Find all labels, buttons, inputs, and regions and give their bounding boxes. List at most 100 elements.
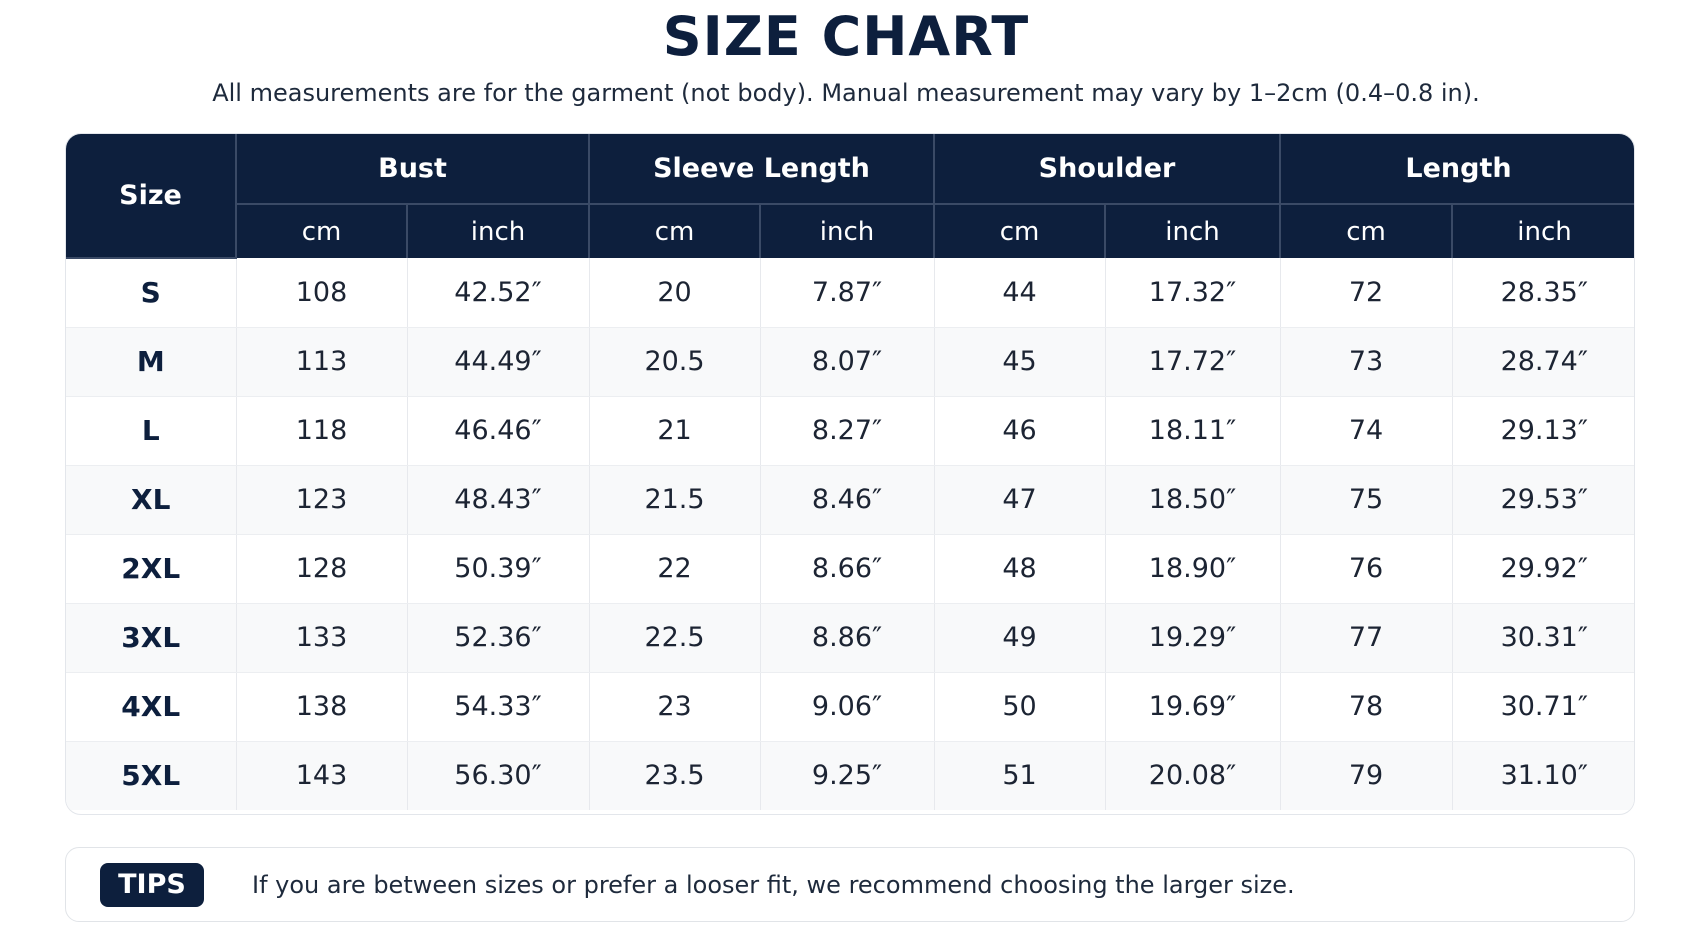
length-group-header: Length [1280, 134, 1634, 205]
length-cm-cell: 74 [1280, 396, 1453, 466]
table-row: S 108 42.52″ 20 7.87″ 44 17.32″ 72 28.35… [66, 258, 1634, 328]
bust-inch-cell: 54.33″ [407, 672, 590, 742]
page-title: SIZE CHART [662, 5, 1030, 68]
shoulder-inch-cell: 17.72″ [1105, 327, 1281, 397]
sleeve-length-inch-cell: 8.27″ [760, 396, 935, 466]
sleeve-length-inch-cell: 8.07″ [760, 327, 935, 397]
tips-box: TIPS If you are between sizes or prefer … [65, 847, 1635, 922]
length-cm-cell: 76 [1280, 534, 1453, 604]
shoulder-cm-header: cm [934, 204, 1106, 258]
size-cell: 5XL [66, 741, 237, 810]
table-header: Size Bust Sleeve Length Shoulder Length … [66, 134, 1634, 259]
sleeve-length-cm-cell: 21.5 [589, 465, 761, 535]
bust-cm-cell: 143 [236, 741, 408, 810]
length-inch-cell: 29.53″ [1452, 465, 1634, 535]
tips-badge: TIPS [100, 863, 204, 907]
sleeve-length-cm-cell: 20.5 [589, 327, 761, 397]
length-inch-cell: 29.13″ [1452, 396, 1634, 466]
sleeve-length-cm-header: cm [589, 204, 761, 258]
sleeve-length-inch-cell: 9.06″ [760, 672, 935, 742]
sleeve-length-inch-header: inch [760, 204, 935, 258]
shoulder-inch-cell: 18.11″ [1105, 396, 1281, 466]
length-cm-cell: 72 [1280, 258, 1453, 328]
bust-inch-cell: 50.39″ [407, 534, 590, 604]
sleeve-length-inch-cell: 7.87″ [760, 258, 935, 328]
length-inch-cell: 31.10″ [1452, 741, 1634, 810]
size-column-header: Size [66, 134, 237, 259]
sleeve-length-inch-cell: 8.66″ [760, 534, 935, 604]
shoulder-cm-cell: 50 [934, 672, 1106, 742]
bust-group-header: Bust [236, 134, 590, 205]
shoulder-inch-cell: 19.69″ [1105, 672, 1281, 742]
sleeve-length-cm-cell: 22 [589, 534, 761, 604]
page-subtitle: All measurements are for the garment (no… [212, 79, 1480, 107]
size-cell: M [66, 327, 237, 397]
shoulder-cm-cell: 51 [934, 741, 1106, 810]
bust-cm-cell: 138 [236, 672, 408, 742]
header-group-row: Size Bust Sleeve Length Shoulder Length [66, 134, 1634, 259]
bust-cm-cell: 113 [236, 327, 408, 397]
sleeve-length-cm-cell: 20 [589, 258, 761, 328]
bust-inch-header: inch [407, 204, 590, 258]
size-cell: 2XL [66, 534, 237, 604]
sleeve-length-cm-cell: 23 [589, 672, 761, 742]
table-row: XL 123 48.43″ 21.5 8.46″ 47 18.50″ 75 29… [66, 465, 1634, 535]
length-cm-cell: 77 [1280, 603, 1453, 673]
length-inch-cell: 30.31″ [1452, 603, 1634, 673]
table-row: L 118 46.46″ 21 8.27″ 46 18.11″ 74 29.13… [66, 396, 1634, 466]
bust-cm-cell: 108 [236, 258, 408, 328]
sleeve-length-inch-cell: 8.46″ [760, 465, 935, 535]
bust-inch-cell: 42.52″ [407, 258, 590, 328]
table-row: 4XL 138 54.33″ 23 9.06″ 50 19.69″ 78 30.… [66, 672, 1634, 742]
length-cm-cell: 73 [1280, 327, 1453, 397]
sleeve-length-inch-cell: 8.86″ [760, 603, 935, 673]
sleeve-length-cm-cell: 21 [589, 396, 761, 466]
shoulder-inch-cell: 20.08″ [1105, 741, 1281, 810]
shoulder-inch-cell: 18.50″ [1105, 465, 1281, 535]
sleeve-length-cm-cell: 23.5 [589, 741, 761, 810]
shoulder-inch-cell: 18.90″ [1105, 534, 1281, 604]
table-body: S 108 42.52″ 20 7.87″ 44 17.32″ 72 28.35… [66, 258, 1634, 810]
bust-inch-cell: 46.46″ [407, 396, 590, 466]
table-row: 5XL 143 56.30″ 23.5 9.25″ 51 20.08″ 79 3… [66, 741, 1634, 810]
tips-text: If you are between sizes or prefer a loo… [252, 871, 1295, 899]
shoulder-cm-cell: 44 [934, 258, 1106, 328]
shoulder-cm-cell: 48 [934, 534, 1106, 604]
length-inch-cell: 28.35″ [1452, 258, 1634, 328]
shoulder-cm-cell: 49 [934, 603, 1106, 673]
length-inch-cell: 28.74″ [1452, 327, 1634, 397]
shoulder-inch-cell: 17.32″ [1105, 258, 1281, 328]
bust-inch-cell: 52.36″ [407, 603, 590, 673]
size-cell: 4XL [66, 672, 237, 742]
length-inch-cell: 30.71″ [1452, 672, 1634, 742]
length-cm-cell: 79 [1280, 741, 1453, 810]
size-cell: L [66, 396, 237, 466]
shoulder-group-header: Shoulder [934, 134, 1281, 205]
size-chart-table-container: Size Bust Sleeve Length Shoulder Length … [65, 133, 1635, 815]
shoulder-cm-cell: 46 [934, 396, 1106, 466]
bust-cm-cell: 128 [236, 534, 408, 604]
shoulder-cm-cell: 45 [934, 327, 1106, 397]
bust-inch-cell: 44.49″ [407, 327, 590, 397]
shoulder-inch-cell: 19.29″ [1105, 603, 1281, 673]
bust-cm-header: cm [236, 204, 408, 258]
length-cm-cell: 78 [1280, 672, 1453, 742]
table-row: M 113 44.49″ 20.5 8.07″ 45 17.72″ 73 28.… [66, 327, 1634, 397]
length-cm-cell: 75 [1280, 465, 1453, 535]
length-inch-cell: 29.92″ [1452, 534, 1634, 604]
length-cm-header: cm [1280, 204, 1453, 258]
bust-cm-cell: 133 [236, 603, 408, 673]
table-row: 2XL 128 50.39″ 22 8.66″ 48 18.90″ 76 29.… [66, 534, 1634, 604]
shoulder-cm-cell: 47 [934, 465, 1106, 535]
size-chart-table: Size Bust Sleeve Length Shoulder Length … [66, 134, 1634, 810]
shoulder-inch-header: inch [1105, 204, 1281, 258]
size-cell: S [66, 258, 237, 328]
table-row: 3XL 133 52.36″ 22.5 8.86″ 49 19.29″ 77 3… [66, 603, 1634, 673]
sleeve-length-group-header: Sleeve Length [589, 134, 935, 205]
bust-cm-cell: 123 [236, 465, 408, 535]
length-inch-header: inch [1452, 204, 1634, 258]
header-unit-row: cm inch cm inch cm inch cm inch [66, 204, 1634, 258]
bust-inch-cell: 48.43″ [407, 465, 590, 535]
bust-inch-cell: 56.30″ [407, 741, 590, 810]
bust-cm-cell: 118 [236, 396, 408, 466]
